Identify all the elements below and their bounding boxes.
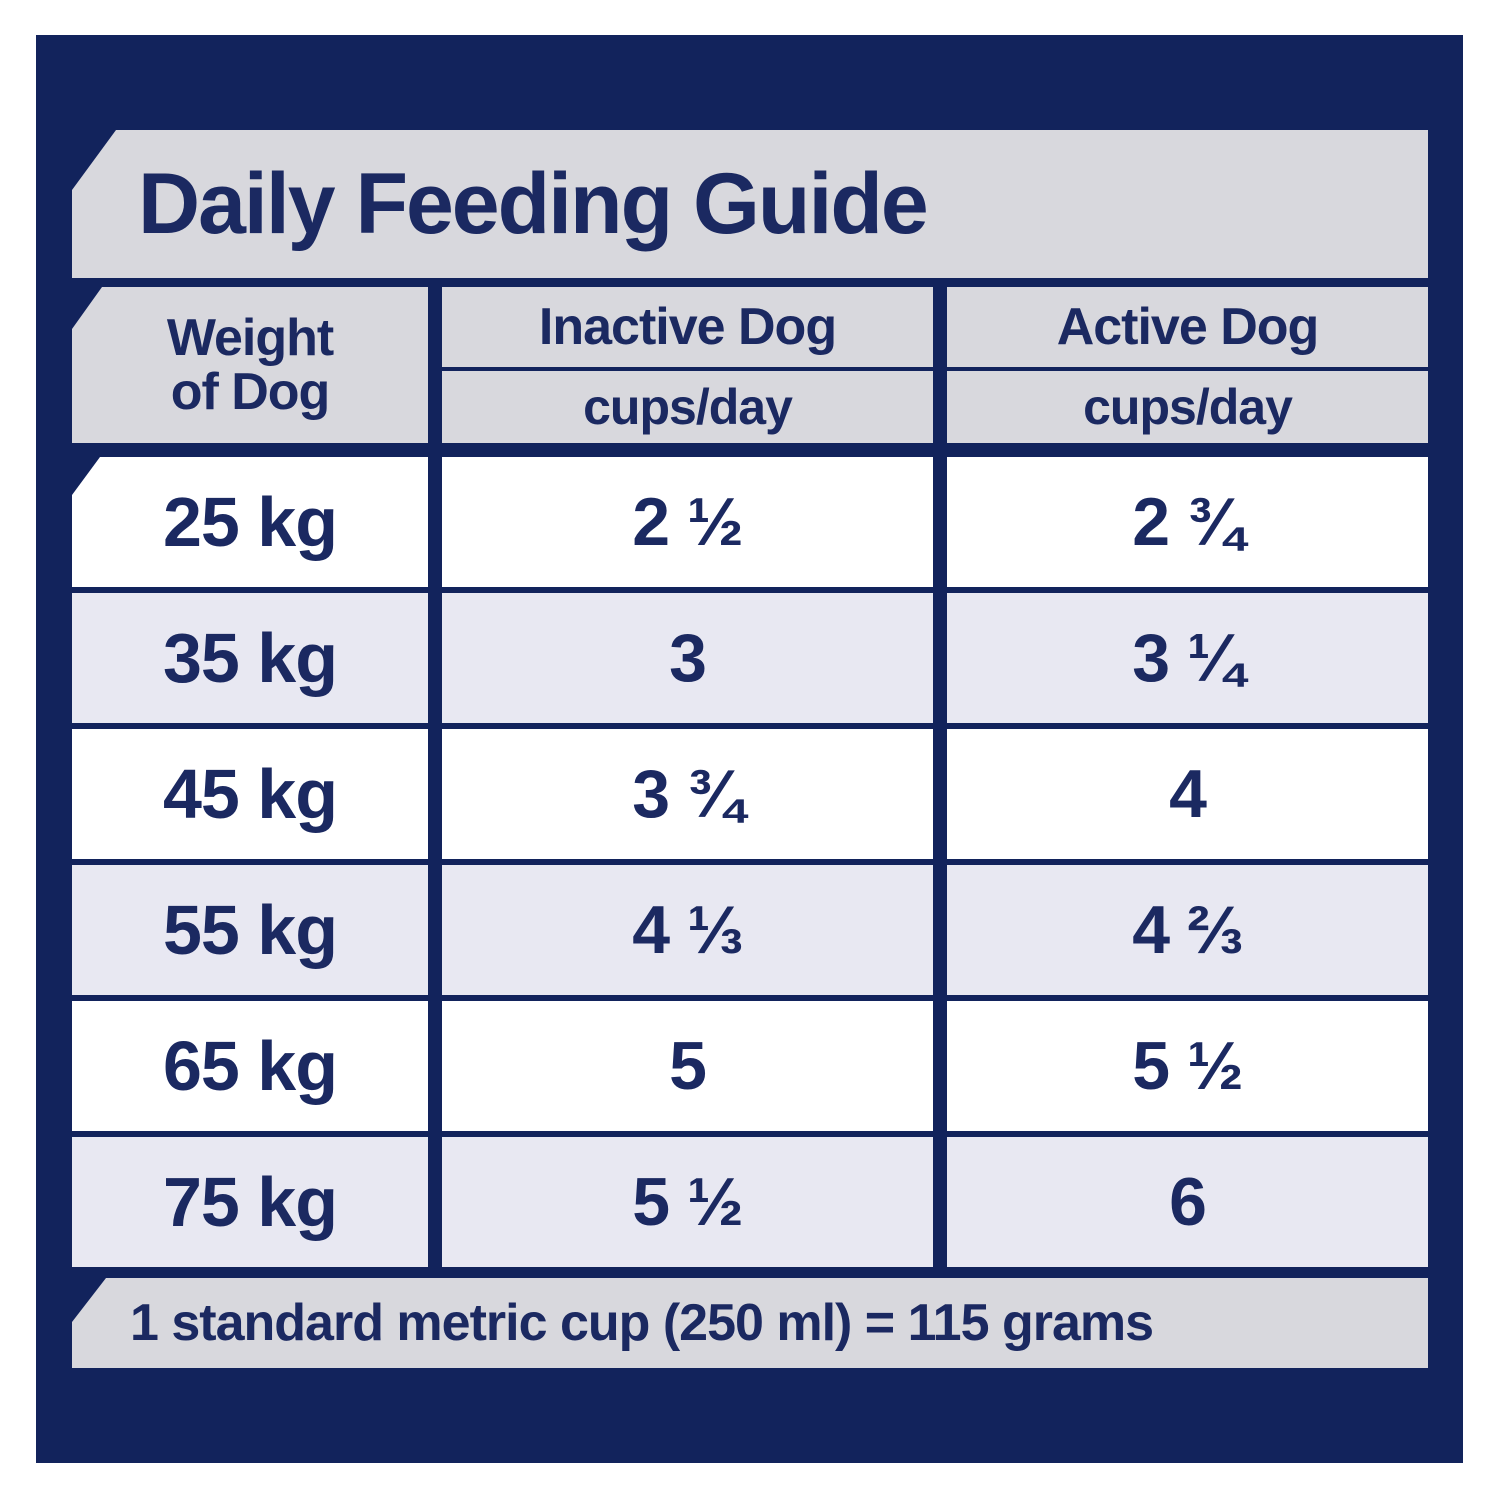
column-header-active-dog: Active Dog (947, 287, 1428, 367)
inactive-cups-25kg: 2 ½ (442, 457, 933, 587)
active-cups-75kg: 6 (947, 1137, 1428, 1267)
title-band: Daily Feeding Guide (72, 130, 1428, 278)
inactive-cups-35kg: 3 (442, 593, 933, 723)
weight-cell-25kg: 25 kg (72, 457, 428, 587)
column-header-inactive-dog: Inactive Dog (442, 287, 933, 367)
inactive-cups-55kg: 4 ⅓ (442, 865, 933, 995)
subheader-active-cups-per-day: cups/day (947, 371, 1428, 443)
inactive-cups-45kg: 3 ¾ (442, 729, 933, 859)
inactive-cups-65kg: 5 (442, 1001, 933, 1131)
column-header-weight-line1: Weight (166, 308, 334, 367)
active-cups-55kg: 4 ⅔ (947, 865, 1428, 995)
feeding-guide-table: Weight of Dog Inactive Dog Active Dog cu… (72, 287, 1428, 1267)
active-cups-45kg: 4 (947, 729, 1428, 859)
active-cups-25kg: 2 ¾ (947, 457, 1428, 587)
column-header-weight: Weight of Dog (72, 287, 428, 443)
weight-cell-45kg: 45 kg (72, 729, 428, 859)
column-header-weight-line2: of Dog (170, 363, 331, 421)
page-title: Daily Feeding Guide (138, 156, 929, 252)
weight-cell-75kg: 75 kg (72, 1137, 428, 1267)
weight-cell-35kg: 35 kg (72, 593, 428, 723)
weight-cell-55kg: 55 kg (72, 865, 428, 995)
footnote-text: 1 standard metric cup (250 ml) = 115 gra… (130, 1294, 1154, 1352)
weight-cell-65kg: 65 kg (72, 1001, 428, 1131)
active-cups-35kg: 3 ¼ (947, 593, 1428, 723)
active-cups-65kg: 5 ½ (947, 1001, 1428, 1131)
feeding-guide-panel: Daily Feeding Guide Weight of Dog Inacti… (36, 35, 1463, 1463)
inactive-cups-75kg: 5 ½ (442, 1137, 933, 1267)
footnote-band: 1 standard metric cup (250 ml) = 115 gra… (72, 1278, 1428, 1368)
subheader-inactive-cups-per-day: cups/day (442, 371, 933, 443)
